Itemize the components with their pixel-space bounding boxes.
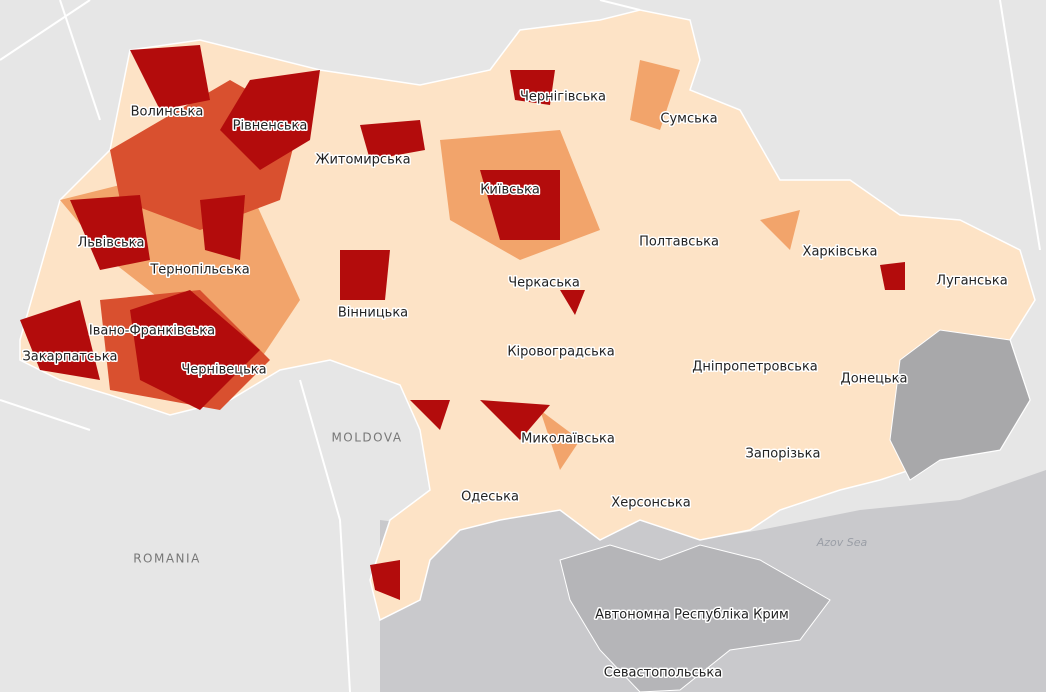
region-label: Житомирська: [315, 153, 410, 168]
country-label: ROMANIA: [133, 552, 201, 566]
region-label: Кіровоградська: [507, 345, 614, 360]
region-label: Сумська: [660, 112, 717, 127]
region-label: Рівненська: [233, 119, 308, 134]
region-label: Запорізька: [745, 447, 820, 462]
region-label: Вінницька: [338, 306, 408, 321]
region-label: Тернопільська: [149, 263, 249, 278]
region-label: Черкаська: [508, 276, 580, 291]
region-label: Київська: [480, 183, 540, 198]
region-label: Харківська: [803, 245, 878, 260]
region-label: Миколаївська: [521, 432, 615, 447]
crimea: [559, 544, 831, 692]
region-label: Івано-Франківська: [89, 324, 215, 339]
region-label: Севастопольська: [604, 666, 722, 681]
region-label: Закарпатська: [22, 350, 117, 365]
country-label: MOLDOVA: [331, 431, 402, 445]
highest-areas: [20, 45, 905, 600]
region-label: Автономна Республіка Крим: [595, 608, 789, 623]
region-label: Одеська: [461, 490, 519, 505]
region-label: Дніпропетровська: [692, 360, 818, 375]
region-label: Полтавська: [639, 235, 719, 250]
region-label: Львівська: [78, 236, 145, 251]
sea-label: Azov Sea: [816, 536, 868, 549]
region-label: Херсонська: [611, 496, 690, 511]
region-label: Чернігівська: [520, 90, 606, 105]
region-label: Волинська: [131, 105, 204, 120]
region-label: Чернівецька: [181, 363, 266, 378]
occupied-east: [889, 329, 1031, 481]
region-label: Донецька: [841, 372, 908, 387]
region-label: Луганська: [936, 274, 1007, 289]
labels: Волинська Рівненська Житомирська Чернігівсь…: [21, 88, 1009, 682]
